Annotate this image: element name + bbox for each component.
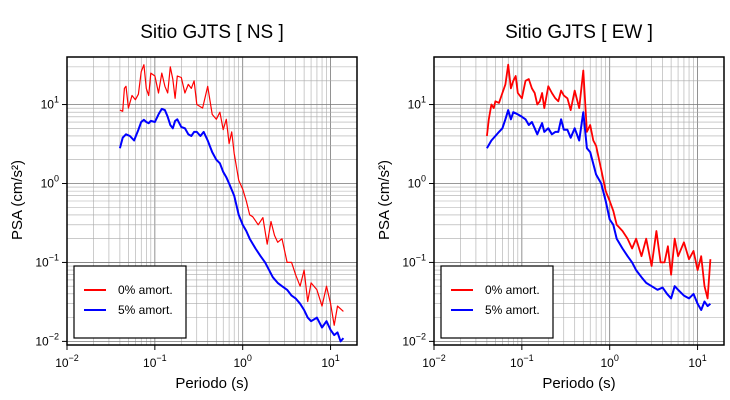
panel-ns-frame bbox=[66, 56, 358, 346]
y-tick-label: 10−2 bbox=[35, 331, 59, 348]
series-line bbox=[119, 64, 344, 326]
y-tick-label: 101 bbox=[41, 95, 59, 112]
panel-ns: Sitio GJTS [ NS ] 10−2 10−1 100 101 10−2 10−1… bbox=[9, 22, 358, 392]
x-tick-label: 100 bbox=[234, 353, 252, 370]
legend-label: 0% amort. bbox=[485, 283, 540, 297]
panel-ns-ylabel: PSA (cm/s²) bbox=[9, 160, 26, 240]
panel-ew: Sitio GJTS [ EW ] 10−2 10−1 100 101 10−2 10−1… bbox=[376, 22, 725, 392]
legend-box bbox=[440, 265, 554, 339]
legend-box bbox=[73, 265, 187, 339]
x-tick-label: 10−1 bbox=[510, 353, 534, 370]
y-tick-label: 10−1 bbox=[35, 252, 59, 269]
y-tick-label: 100 bbox=[408, 173, 426, 190]
panel-ew-title: Sitio GJTS [ EW ] bbox=[505, 22, 653, 43]
x-tick-label: 10−1 bbox=[143, 353, 167, 370]
legend-label: 0% amort. bbox=[118, 283, 173, 297]
panel-ew-frame bbox=[433, 56, 725, 346]
x-tick-label: 10−2 bbox=[55, 353, 79, 370]
y-tick-label: 101 bbox=[408, 95, 426, 112]
panel-ew-legend: 0% amort. 5% amort. bbox=[440, 265, 554, 339]
x-tick-label: 10−2 bbox=[422, 353, 446, 370]
panel-ns-xlabel: Periodo (s) bbox=[175, 375, 248, 392]
panel-ew-xlabel: Periodo (s) bbox=[542, 375, 615, 392]
y-tick-label: 10−1 bbox=[402, 252, 426, 269]
panel-ns-title: Sitio GJTS [ NS ] bbox=[140, 22, 284, 43]
x-tick-label: 101 bbox=[688, 353, 706, 370]
x-tick-label: 101 bbox=[321, 353, 339, 370]
y-tick-label: 10−2 bbox=[402, 331, 426, 348]
series-line bbox=[486, 109, 712, 311]
series-line bbox=[486, 63, 712, 300]
legend-label: 5% amort. bbox=[118, 303, 173, 317]
panel-ns-legend: 0% amort. 5% amort. bbox=[73, 265, 187, 339]
series-line bbox=[118, 107, 345, 343]
y-tick-label: 100 bbox=[41, 173, 59, 190]
panel-ew-ylabel: PSA (cm/s²) bbox=[376, 160, 393, 240]
x-tick-label: 100 bbox=[601, 353, 619, 370]
legend-label: 5% amort. bbox=[485, 303, 540, 317]
